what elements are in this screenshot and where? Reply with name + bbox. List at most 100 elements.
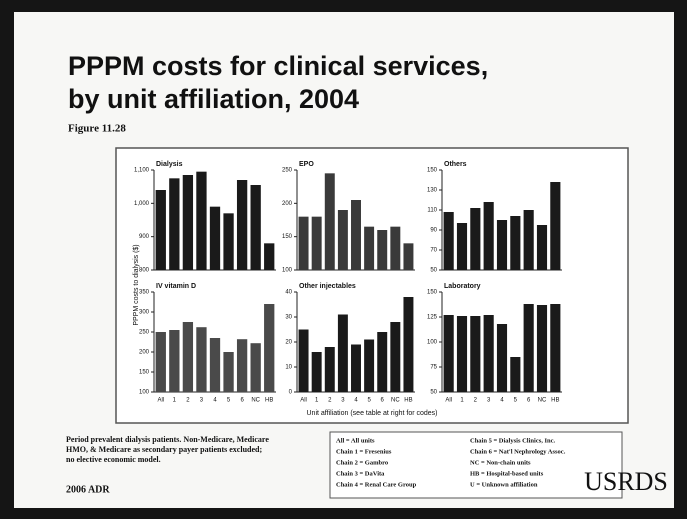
y-tick-label: 40 [285, 290, 292, 296]
bar [264, 243, 275, 270]
x-tick-label: 6 [240, 398, 244, 404]
bar [483, 202, 494, 270]
bar [236, 180, 248, 270]
x-axis-label: Unit affiliation (see table at right for… [307, 410, 438, 417]
bar [298, 329, 309, 392]
bar [443, 212, 454, 270]
legend-entry: NC = Non-chain units [470, 459, 531, 466]
y-tick-label: 250 [282, 168, 293, 174]
x-tick-label: 1 [460, 398, 464, 404]
panel-title: Dialysis [156, 161, 183, 168]
bar [483, 315, 494, 392]
bar [351, 200, 361, 270]
y-tick-label: 900 [139, 234, 150, 240]
y-tick-label: 0 [289, 390, 293, 396]
bar [209, 338, 221, 392]
legend-entry: U = Unknown affiliation [470, 481, 538, 488]
x-tick-label: 2 [474, 398, 478, 404]
bar [377, 332, 388, 392]
panel-title: IV vitamin D [156, 283, 196, 290]
bar [311, 216, 322, 270]
y-tick-label: 1,000 [134, 201, 150, 207]
bar [364, 226, 375, 270]
y-tick-label: 1,100 [134, 168, 150, 174]
panel-title: Others [444, 161, 467, 168]
y-tick-label: 150 [427, 290, 438, 296]
bar [470, 316, 481, 392]
footnote-line: HMO, & Medicare as secondary payer patie… [66, 445, 262, 454]
y-tick-label: 150 [282, 234, 293, 240]
bar [496, 324, 508, 392]
x-tick-label: NC [251, 398, 260, 404]
y-tick-label: 150 [139, 370, 150, 376]
bar [311, 352, 322, 392]
bar [390, 322, 401, 392]
bar [324, 347, 335, 392]
x-tick-label: All [300, 398, 307, 404]
y-tick-label: 150 [427, 168, 438, 174]
bar [337, 314, 348, 392]
bar [182, 175, 194, 270]
legend-entry: Chain 1 = Fresenius [336, 448, 392, 455]
bar [209, 206, 221, 270]
x-tick-label: HB [265, 398, 273, 404]
x-tick-label: 6 [527, 398, 531, 404]
bar [510, 216, 521, 270]
bar [390, 226, 401, 270]
bar [196, 171, 207, 270]
x-tick-label: 5 [514, 398, 518, 404]
y-tick-label: 50 [430, 390, 437, 396]
y-tick-label: 70 [430, 248, 437, 254]
bar [169, 178, 180, 270]
bar [536, 305, 548, 392]
x-tick-label: 1 [315, 398, 319, 404]
x-tick-label: 3 [200, 398, 204, 404]
y-tick-label: 90 [430, 228, 437, 234]
legend-entry: HB = Hospital-based units [470, 470, 544, 477]
bar [510, 357, 521, 392]
x-tick-label: 5 [367, 398, 371, 404]
x-tick-label: HB [404, 398, 412, 404]
y-tick-label: 10 [285, 365, 292, 371]
figure-label: Figure 11.28 [68, 123, 126, 135]
legend-box [329, 431, 623, 499]
legend-entry: Chain 4 = Renal Care Group [336, 481, 417, 488]
footnote: Period prevalent dialysis patients. Non-… [66, 435, 269, 464]
bar [443, 315, 454, 392]
y-tick-label: 300 [139, 310, 150, 316]
x-tick-label: 3 [487, 398, 491, 404]
bar [403, 243, 414, 270]
bar [236, 339, 248, 392]
bar [470, 208, 481, 270]
x-tick-label: All [157, 398, 164, 404]
y-tick-label: 100 [427, 340, 438, 346]
x-tick-label: All [445, 398, 452, 404]
bar [250, 185, 261, 270]
x-tick-label: 4 [213, 398, 217, 404]
bar [223, 352, 234, 392]
x-tick-label: NC [538, 398, 547, 404]
panel-title: EPO [299, 161, 314, 168]
y-tick-label: 200 [139, 350, 150, 356]
y-axis-label: PPPM costs to dialysis ($) [133, 244, 140, 325]
y-tick-label: 30 [285, 315, 292, 321]
x-tick-label: 2 [186, 398, 190, 404]
footnote-line: no elective economic model. [66, 455, 161, 464]
y-tick-label: 250 [139, 330, 150, 336]
legend-entry: Chain 3 = DaVita [336, 470, 385, 477]
bar [155, 190, 166, 270]
bar [364, 339, 375, 392]
bar [456, 316, 468, 392]
bar [550, 182, 561, 270]
bar [351, 344, 361, 392]
panel-title: Laboratory [444, 283, 481, 290]
bar [155, 332, 166, 392]
y-tick-label: 350 [139, 290, 150, 296]
legend-entry: Chain 5 = Dialysis Clinics, Inc. [470, 437, 556, 444]
bar [324, 173, 335, 270]
x-tick-label: 5 [227, 398, 231, 404]
bar [169, 330, 180, 392]
bar [496, 220, 508, 270]
title: PPPM costs for clinical services, [68, 51, 488, 81]
legend-entry: Chain 2 = Gambro [336, 459, 388, 466]
